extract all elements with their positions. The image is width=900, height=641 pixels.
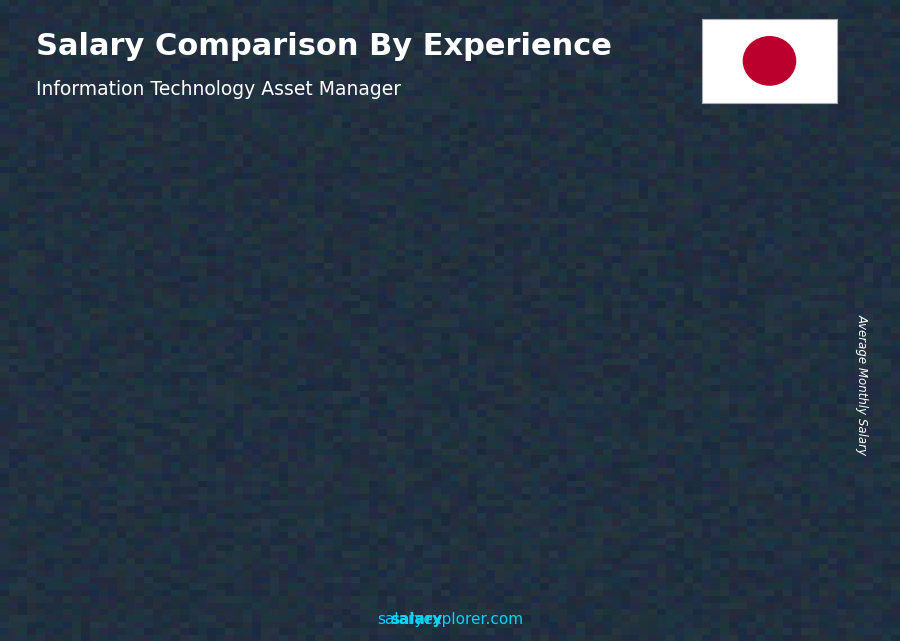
FancyBboxPatch shape — [195, 409, 205, 577]
Text: 718,000 JPY: 718,000 JPY — [322, 333, 397, 346]
FancyBboxPatch shape — [328, 356, 337, 577]
FancyBboxPatch shape — [195, 409, 273, 414]
FancyBboxPatch shape — [460, 305, 536, 313]
Text: +42%: +42% — [139, 353, 197, 370]
FancyBboxPatch shape — [328, 356, 404, 577]
FancyBboxPatch shape — [64, 458, 73, 577]
Text: Information Technology Asset Manager: Information Technology Asset Manager — [36, 80, 401, 99]
FancyBboxPatch shape — [395, 356, 404, 577]
Text: Salary Comparison By Experience: Salary Comparison By Experience — [36, 32, 612, 61]
FancyBboxPatch shape — [591, 288, 601, 577]
FancyBboxPatch shape — [460, 305, 536, 577]
Text: +10%: +10% — [667, 204, 725, 222]
Text: 1,030,000 JPY: 1,030,000 JPY — [712, 237, 798, 251]
FancyBboxPatch shape — [527, 305, 536, 577]
FancyBboxPatch shape — [131, 458, 140, 577]
Text: Average Monthly Salary: Average Monthly Salary — [856, 314, 868, 455]
Text: 546,000 JPY: 546,000 JPY — [190, 387, 265, 399]
Text: 939,000 JPY: 939,000 JPY — [586, 265, 661, 278]
FancyBboxPatch shape — [791, 260, 800, 577]
Circle shape — [743, 37, 796, 85]
FancyBboxPatch shape — [64, 458, 140, 577]
FancyBboxPatch shape — [64, 458, 140, 462]
Text: +23%: +23% — [403, 249, 461, 267]
FancyBboxPatch shape — [659, 288, 669, 577]
Text: +31%: +31% — [271, 299, 329, 317]
FancyBboxPatch shape — [460, 305, 469, 577]
FancyBboxPatch shape — [724, 260, 800, 269]
Text: salary: salary — [391, 612, 443, 627]
FancyBboxPatch shape — [328, 356, 404, 363]
FancyBboxPatch shape — [724, 260, 733, 577]
Text: +6%: +6% — [541, 231, 587, 249]
Text: salaryexplorer.com: salaryexplorer.com — [377, 612, 523, 627]
Text: 385,000 JPY: 385,000 JPY — [58, 436, 132, 449]
FancyBboxPatch shape — [263, 409, 273, 577]
FancyBboxPatch shape — [591, 288, 669, 577]
FancyBboxPatch shape — [195, 409, 273, 577]
FancyBboxPatch shape — [724, 260, 800, 577]
FancyBboxPatch shape — [591, 288, 669, 297]
Text: 883,000 JPY: 883,000 JPY — [454, 283, 528, 296]
